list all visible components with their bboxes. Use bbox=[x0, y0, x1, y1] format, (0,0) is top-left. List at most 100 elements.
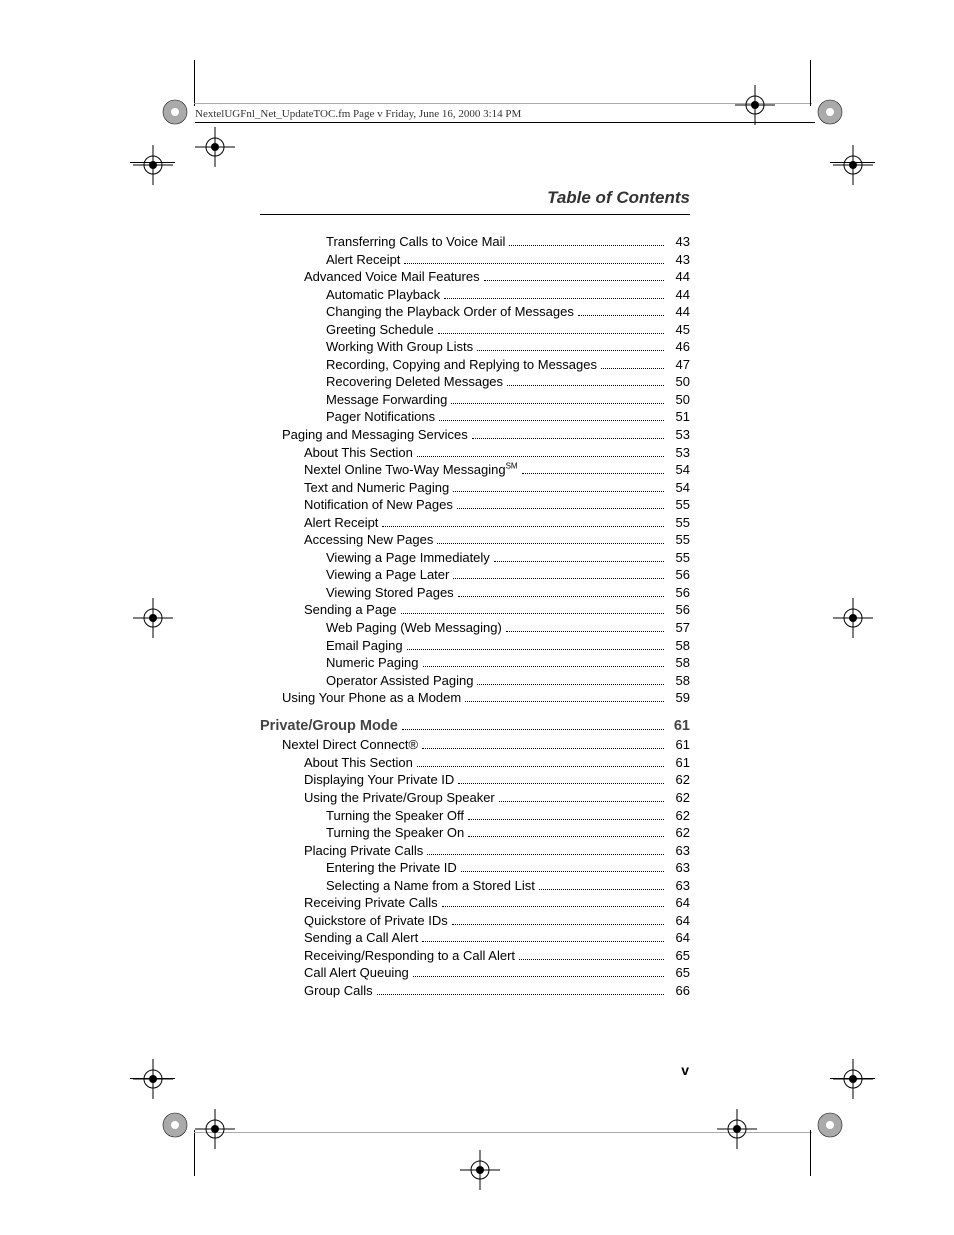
toc-row: Displaying Your Private ID 62 bbox=[260, 771, 690, 789]
toc-content: Table of Contents Transferring Calls to … bbox=[260, 188, 690, 1000]
toc-row: Alert Receipt 55 bbox=[260, 514, 690, 532]
toc-page-number: 62 bbox=[668, 789, 690, 807]
toc-row: Entering the Private ID 63 bbox=[260, 859, 690, 877]
toc-label: Nextel Online Two-Way MessagingSM bbox=[304, 461, 518, 479]
toc-leader bbox=[477, 350, 664, 351]
toc-leader bbox=[451, 403, 664, 404]
toc-leader bbox=[458, 783, 664, 784]
toc-leader bbox=[404, 263, 664, 264]
toc-label: Advanced Voice Mail Features bbox=[304, 268, 480, 286]
toc-page-number: 59 bbox=[668, 689, 690, 707]
toc-row: Nextel Online Two-Way MessagingSM 54 bbox=[260, 461, 690, 479]
toc-leader bbox=[417, 456, 664, 457]
toc-row: Text and Numeric Paging 54 bbox=[260, 479, 690, 497]
toc-page-number: 62 bbox=[668, 824, 690, 842]
toc-row: Private/Group Mode 61 bbox=[260, 717, 690, 737]
toc-row: Receiving Private Calls 64 bbox=[260, 894, 690, 912]
toc-row: Quickstore of Private IDs 64 bbox=[260, 912, 690, 930]
toc-label: Entering the Private ID bbox=[326, 859, 457, 877]
toc-label: Viewing Stored Pages bbox=[326, 584, 454, 602]
toc-row: Pager Notifications 51 bbox=[260, 408, 690, 426]
toc-leader bbox=[468, 819, 664, 820]
toc-row: Notification of New Pages 55 bbox=[260, 496, 690, 514]
toc-label: Recording, Copying and Replying to Messa… bbox=[326, 356, 597, 374]
toc-leader bbox=[477, 684, 664, 685]
toc-leader bbox=[506, 631, 664, 632]
toc-label: Paging and Messaging Services bbox=[282, 426, 468, 444]
toc-row: Group Calls 66 bbox=[260, 982, 690, 1000]
toc-label: Nextel Direct Connect® bbox=[282, 736, 418, 754]
toc-label: Alert Receipt bbox=[326, 251, 400, 269]
toc-row: Viewing Stored Pages 56 bbox=[260, 584, 690, 602]
toc-leader bbox=[444, 298, 664, 299]
toc-leader bbox=[457, 508, 664, 509]
toc-leader bbox=[377, 994, 664, 995]
toc-page-number: 58 bbox=[668, 654, 690, 672]
toc-page-number: 65 bbox=[668, 947, 690, 965]
crosshair-icon bbox=[128, 593, 148, 613]
toc-row: Using the Private/Group Speaker 62 bbox=[260, 789, 690, 807]
toc-row: Paging and Messaging Services 53 bbox=[260, 426, 690, 444]
toc-label: Viewing a Page Later bbox=[326, 566, 449, 584]
running-head: NextelUGFnl_Net_UpdateTOC.fm Page v Frid… bbox=[195, 106, 815, 123]
toc-label: Recovering Deleted Messages bbox=[326, 373, 503, 391]
toc-label: Receiving/Responding to a Call Alert bbox=[304, 947, 515, 965]
toc-page-number: 43 bbox=[668, 233, 690, 251]
reg-target-icon bbox=[155, 92, 195, 132]
toc-page-number: 62 bbox=[668, 771, 690, 789]
toc-page-number: 63 bbox=[668, 877, 690, 895]
toc-label: Sending a Call Alert bbox=[304, 929, 418, 947]
toc-row: Turning the Speaker On 62 bbox=[260, 824, 690, 842]
toc-page-number: 61 bbox=[668, 754, 690, 772]
toc-page-number: 54 bbox=[668, 479, 690, 497]
toc-leader bbox=[442, 906, 664, 907]
toc-row: Nextel Direct Connect® 61 bbox=[260, 736, 690, 754]
toc-page-number: 61 bbox=[668, 717, 690, 737]
toc-page-number: 44 bbox=[668, 268, 690, 286]
toc-row: Turning the Speaker Off 62 bbox=[260, 807, 690, 825]
toc-label: Viewing a Page Immediately bbox=[326, 549, 490, 567]
toc-leader bbox=[519, 959, 664, 960]
toc-row: Placing Private Calls 63 bbox=[260, 842, 690, 860]
toc-label: Receiving Private Calls bbox=[304, 894, 438, 912]
toc-label: Placing Private Calls bbox=[304, 842, 423, 860]
toc-row: Greeting Schedule 45 bbox=[260, 321, 690, 339]
toc-row: Selecting a Name from a Stored List 63 bbox=[260, 877, 690, 895]
toc-leader bbox=[439, 420, 664, 421]
toc-page-number: 64 bbox=[668, 894, 690, 912]
crosshair-icon bbox=[128, 140, 148, 160]
toc-label: Email Paging bbox=[326, 637, 403, 655]
toc-label: Message Forwarding bbox=[326, 391, 447, 409]
toc-label: Greeting Schedule bbox=[326, 321, 434, 339]
toc-leader bbox=[507, 385, 664, 386]
toc-page-number: 50 bbox=[668, 391, 690, 409]
toc-page-number: 55 bbox=[668, 531, 690, 549]
toc-page-number: 58 bbox=[668, 672, 690, 690]
crosshair-icon bbox=[828, 593, 848, 613]
toc-label: Transferring Calls to Voice Mail bbox=[326, 233, 505, 251]
toc-leader bbox=[422, 941, 664, 942]
toc-label: Automatic Playback bbox=[326, 286, 440, 304]
toc-label: Accessing New Pages bbox=[304, 531, 433, 549]
toc-row: Operator Assisted Paging 58 bbox=[260, 672, 690, 690]
page-title: Table of Contents bbox=[260, 188, 690, 208]
toc-label: Pager Notifications bbox=[326, 408, 435, 426]
toc-page-number: 63 bbox=[668, 859, 690, 877]
toc-page-number: 63 bbox=[668, 842, 690, 860]
toc-leader bbox=[468, 836, 664, 837]
crosshair-icon bbox=[190, 122, 210, 142]
toc-page-number: 56 bbox=[668, 601, 690, 619]
toc-leader bbox=[578, 315, 664, 316]
toc-page-number: 50 bbox=[668, 373, 690, 391]
reg-target-icon bbox=[810, 92, 850, 132]
toc-page-number: 58 bbox=[668, 637, 690, 655]
toc-page-number: 64 bbox=[668, 929, 690, 947]
toc-leader bbox=[422, 748, 664, 749]
toc-leader bbox=[452, 924, 664, 925]
toc-label: Private/Group Mode bbox=[260, 717, 398, 737]
crosshair-icon bbox=[828, 140, 848, 160]
toc-leader bbox=[438, 333, 664, 334]
toc-page-number: 62 bbox=[668, 807, 690, 825]
toc-page-number: 53 bbox=[668, 426, 690, 444]
toc-leader bbox=[427, 854, 664, 855]
